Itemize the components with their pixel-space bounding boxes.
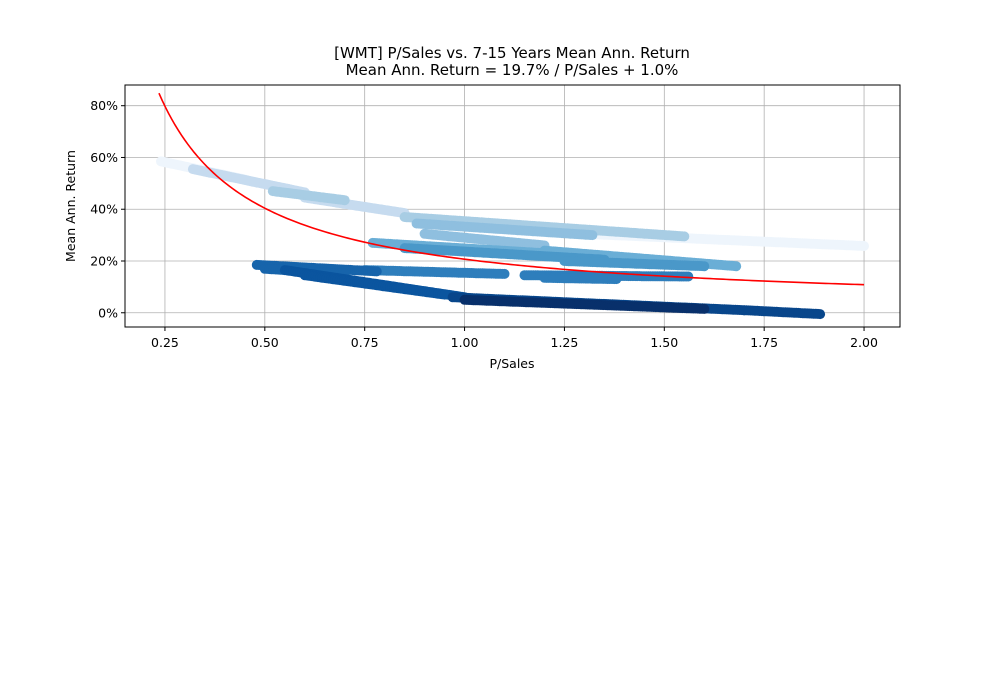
x-tick-label: 1.75	[750, 335, 778, 350]
scatter-series	[459, 294, 710, 314]
scatter-series	[411, 218, 598, 251]
x-tick-label: 0.75	[351, 335, 379, 350]
scatter-series	[156, 156, 869, 251]
scatter-point	[499, 268, 510, 279]
x-tick-label: 0.25	[151, 335, 179, 350]
scatter-point	[587, 230, 598, 241]
scatter-point	[439, 289, 450, 300]
scatter-point	[683, 271, 694, 282]
y-ticks: 0% 20% 40% 60% 80%	[90, 98, 125, 320]
scatter-point	[699, 303, 710, 314]
chart-subtitle: Mean Ann. Return = 19.7% / P/Sales + 1.0…	[346, 61, 679, 79]
x-ticks: 0.25 0.50 0.75 1.00 1.25 1.50 1.75 2.00	[151, 327, 878, 350]
scatter-point	[371, 266, 382, 277]
y-tick-label: 0%	[98, 305, 118, 320]
y-tick-label: 40%	[90, 202, 118, 217]
scatter-point	[679, 231, 690, 242]
chart-title: [WMT] P/Sales vs. 7-15 Years Mean Ann. R…	[334, 44, 690, 62]
plot-frame	[124, 84, 901, 328]
scatter-series	[399, 243, 710, 272]
x-tick-label: 1.00	[451, 335, 479, 350]
y-tick-label: 60%	[90, 150, 118, 165]
scatter-point	[699, 261, 710, 272]
y-axis-label: Mean Ann. Return	[63, 150, 78, 262]
x-tick-label: 0.50	[251, 335, 279, 350]
x-tick-label: 2.00	[850, 335, 878, 350]
x-axis-label: P/Sales	[489, 356, 534, 371]
y-tick-label: 20%	[90, 254, 118, 269]
fit-curve	[158, 92, 865, 286]
y-tick-label: 80%	[90, 98, 118, 113]
scatter-series	[359, 265, 694, 285]
scatter-point	[611, 274, 622, 285]
scatter-point	[731, 261, 742, 272]
scatter-point	[859, 241, 869, 251]
scatter-point	[815, 309, 826, 320]
x-tick-label: 1.25	[551, 335, 579, 350]
scatter-points	[156, 156, 869, 320]
scatter-point	[339, 195, 350, 206]
x-tick-label: 1.50	[650, 335, 678, 350]
grid	[125, 85, 900, 327]
